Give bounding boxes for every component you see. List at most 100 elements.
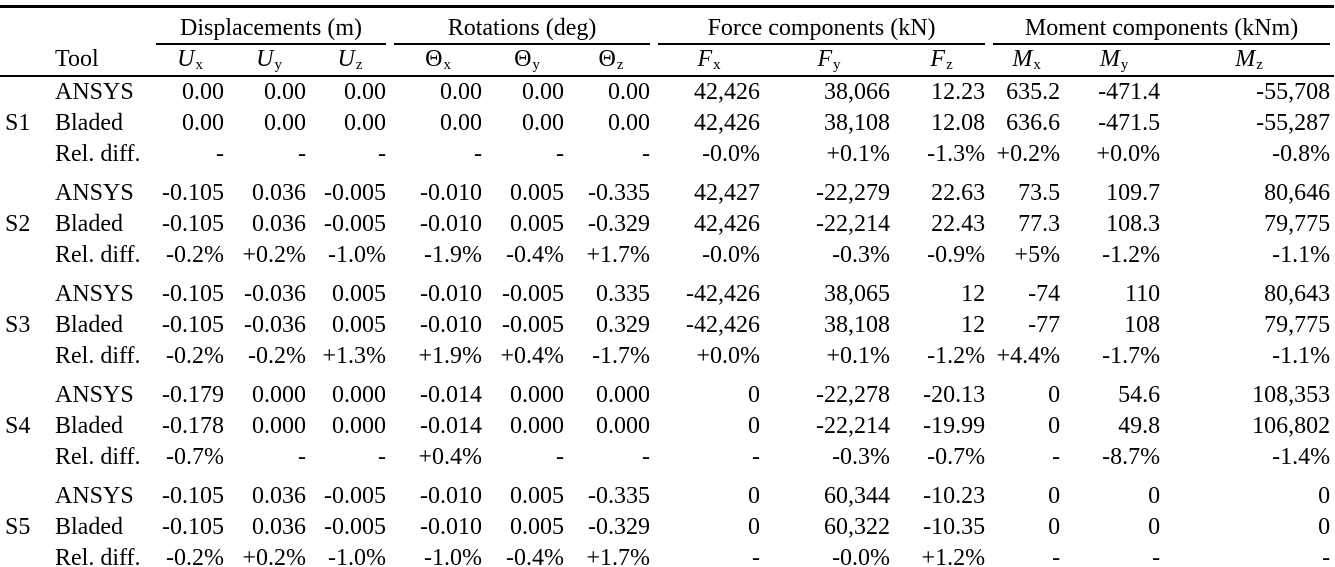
- table-row: Bladed -0.105 -0.036 0.005 -0.010 -0.005 0.329…: [0, 310, 1334, 341]
- value-cell: -: [378, 444, 387, 471]
- value-cell: 0.00: [440, 110, 483, 137]
- value-cell: -0.005: [502, 281, 565, 308]
- value-cell: 0.00: [522, 110, 565, 137]
- value-cell: -1.0%: [328, 545, 387, 567]
- value-cell: 0.005: [510, 483, 565, 510]
- value-cell: -: [216, 141, 224, 168]
- value-cell: -22,214: [816, 413, 891, 440]
- value-cell: 0.00: [608, 110, 651, 137]
- value-cell: -0.010: [420, 281, 483, 308]
- value-cell: 0.036: [252, 211, 306, 238]
- value-cell: -0.105: [162, 180, 224, 207]
- value-cell: 109.7: [1106, 180, 1161, 207]
- value-cell: -0.105: [162, 483, 224, 510]
- value-cell: -74: [1028, 281, 1061, 308]
- column-header-theta-z: Θz: [568, 45, 655, 77]
- value-cell: -0.0%: [702, 242, 761, 269]
- row-group-label: S4: [5, 413, 31, 440]
- column-header-ux: Ux: [152, 45, 228, 77]
- column-header-my: My: [1064, 45, 1165, 77]
- column-header-symbol: M: [1235, 45, 1256, 72]
- value-cell: 106,802: [1252, 413, 1331, 440]
- table-row: Rel. diff. -0.2% -0.2% +1.3% +1.9% +0.4% -1.7%…: [0, 341, 1334, 372]
- column-header-mz: Mz: [1164, 45, 1335, 77]
- tool-cell: Rel. diff.: [55, 343, 141, 370]
- value-cell: -0.4%: [506, 545, 565, 567]
- value-cell: 73.5: [1018, 180, 1061, 207]
- value-cell: 42,426: [694, 79, 761, 106]
- row-group-label: S3: [5, 312, 31, 339]
- value-cell: -0.8%: [1272, 141, 1331, 168]
- value-cell: -0.036: [244, 312, 306, 339]
- value-cell: -55,708: [1256, 79, 1331, 106]
- value-cell: 0.329: [596, 312, 651, 339]
- value-cell: -: [298, 444, 306, 471]
- value-cell: -42,426: [686, 281, 761, 308]
- value-cell: -0.010: [420, 312, 483, 339]
- value-cell: -1.2%: [927, 343, 986, 370]
- column-header-symbol: F: [697, 45, 713, 72]
- value-cell: -0.4%: [506, 242, 565, 269]
- tool-cell: ANSYS: [55, 180, 134, 207]
- value-cell: 80,643: [1264, 281, 1331, 308]
- value-cell: -: [1052, 444, 1061, 471]
- value-cell: -19.99: [923, 413, 986, 440]
- value-cell: 38,065: [824, 281, 891, 308]
- value-cell: 0.00: [182, 79, 224, 106]
- value-cell: 635.2: [1006, 79, 1061, 106]
- value-cell: -: [752, 444, 761, 471]
- value-cell: -: [642, 444, 651, 471]
- value-cell: -42,426: [686, 312, 761, 339]
- value-cell: +0.2%: [242, 242, 306, 269]
- value-cell: -0.005: [324, 211, 387, 238]
- group-header-rotations-label: Rotations (deg): [394, 15, 651, 45]
- sub-header-row: Tool Ux Uy Uz Θx Θy Θz Fx Fy Fz Mx My Mz: [0, 45, 1335, 77]
- value-cell: 0.000: [510, 382, 565, 409]
- column-header-theta-y: Θy: [486, 45, 569, 77]
- value-cell: -1.4%: [1272, 444, 1331, 471]
- column-header-symbol: F: [817, 45, 833, 72]
- tool-cell: Bladed: [55, 514, 123, 541]
- value-cell: 0: [1148, 514, 1161, 541]
- value-cell: 49.8: [1118, 413, 1161, 440]
- value-cell: +0.2%: [242, 545, 306, 567]
- value-cell: -0.005: [324, 483, 387, 510]
- table-row: Rel. diff. -0.2% +0.2% -1.0% -1.0% -0.4% +1.7%…: [0, 543, 1334, 567]
- column-header-subscript: y: [833, 57, 841, 74]
- value-cell: -: [298, 141, 306, 168]
- value-cell: +0.4%: [418, 444, 483, 471]
- tool-cell: Rel. diff.: [55, 242, 141, 269]
- value-cell: -0.2%: [166, 545, 224, 567]
- value-cell: -471.5: [1098, 110, 1161, 137]
- value-cell: 0.335: [596, 281, 651, 308]
- value-cell: +0.0%: [696, 343, 761, 370]
- value-cell: 0: [1048, 382, 1061, 409]
- column-header-subscript: z: [616, 57, 624, 74]
- value-cell: 0.000: [596, 413, 651, 440]
- value-cell: -0.010: [420, 211, 483, 238]
- value-cell: -0.105: [162, 312, 224, 339]
- tool-cell: Bladed: [55, 211, 123, 238]
- tool-column-header: Tool: [50, 45, 152, 77]
- value-cell: 0.005: [510, 180, 565, 207]
- value-cell: 79,775: [1264, 211, 1331, 238]
- tool-cell: Rel. diff.: [55, 545, 141, 567]
- value-cell: 0: [748, 483, 761, 510]
- row-group-label: S1: [5, 110, 31, 137]
- value-cell: 12.23: [931, 79, 986, 106]
- value-cell: -0.7%: [166, 444, 224, 471]
- value-cell: 0.036: [252, 514, 306, 541]
- value-cell: 0: [748, 514, 761, 541]
- value-cell: 77.3: [1018, 211, 1061, 238]
- value-cell: 0: [1148, 483, 1161, 510]
- tool-cell: Rel. diff.: [55, 444, 141, 471]
- value-cell: 0.00: [344, 79, 387, 106]
- value-cell: -0.005: [324, 514, 387, 541]
- table-row: Rel. diff. - - - - - - -0.0% +0.1% -1.3% +0.2% +0.0…: [0, 139, 1334, 170]
- column-header-uz: Uz: [310, 45, 391, 77]
- value-cell: -0.2%: [248, 343, 306, 370]
- value-cell: -0.329: [588, 514, 651, 541]
- section-column-header: [0, 45, 50, 77]
- value-cell: -0.179: [162, 382, 224, 409]
- table-body: S1 ANSYS 0.00 0.00 0.00 0.00 0.00 0.00 42,426 38,…: [0, 76, 1334, 567]
